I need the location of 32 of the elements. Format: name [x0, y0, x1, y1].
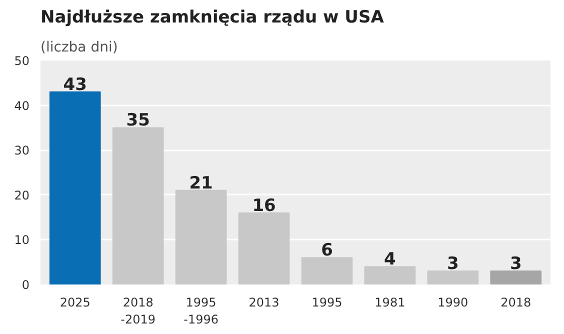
chart-subtitle: (liczba dni): [40, 40, 118, 56]
x-tick-label: 1981: [374, 296, 406, 310]
x-tick-label: 1995: [312, 296, 342, 310]
y-tick-label: 10: [14, 233, 30, 248]
x-tick-label: 1990: [438, 296, 468, 310]
y-tick-label: 50: [14, 54, 30, 68]
data-label: 3: [510, 254, 522, 274]
chart-title: Najdłuższe zamknięcia rządu w USA: [40, 8, 385, 28]
bar: [427, 270, 479, 284]
x-tick-label: 2018 -2019: [120, 296, 156, 326]
bar: [364, 266, 416, 284]
y-tick-label: 0: [22, 278, 30, 292]
x-tick-label: 2013: [248, 296, 280, 310]
data-label: 16: [252, 196, 276, 216]
bar: [49, 91, 101, 284]
bar: [490, 270, 542, 284]
x-tick-label: 2018: [500, 296, 532, 310]
data-label: 21: [189, 173, 213, 194]
bar: [112, 127, 164, 284]
x-tick-label: 1995 -1996: [184, 296, 218, 326]
y-tick-label: 20: [14, 188, 30, 202]
bar: [175, 190, 227, 284]
y-tick-label: 30: [14, 144, 30, 158]
data-label: 43: [63, 74, 87, 95]
data-label: 35: [126, 110, 150, 131]
bar: [301, 257, 353, 284]
data-label: 3: [446, 254, 459, 274]
bar: [238, 212, 290, 284]
x-tick-label: 2025: [60, 296, 90, 310]
data-label: 6: [321, 240, 333, 261]
data-label: 4: [384, 250, 396, 270]
y-tick-label: 40: [14, 98, 30, 113]
